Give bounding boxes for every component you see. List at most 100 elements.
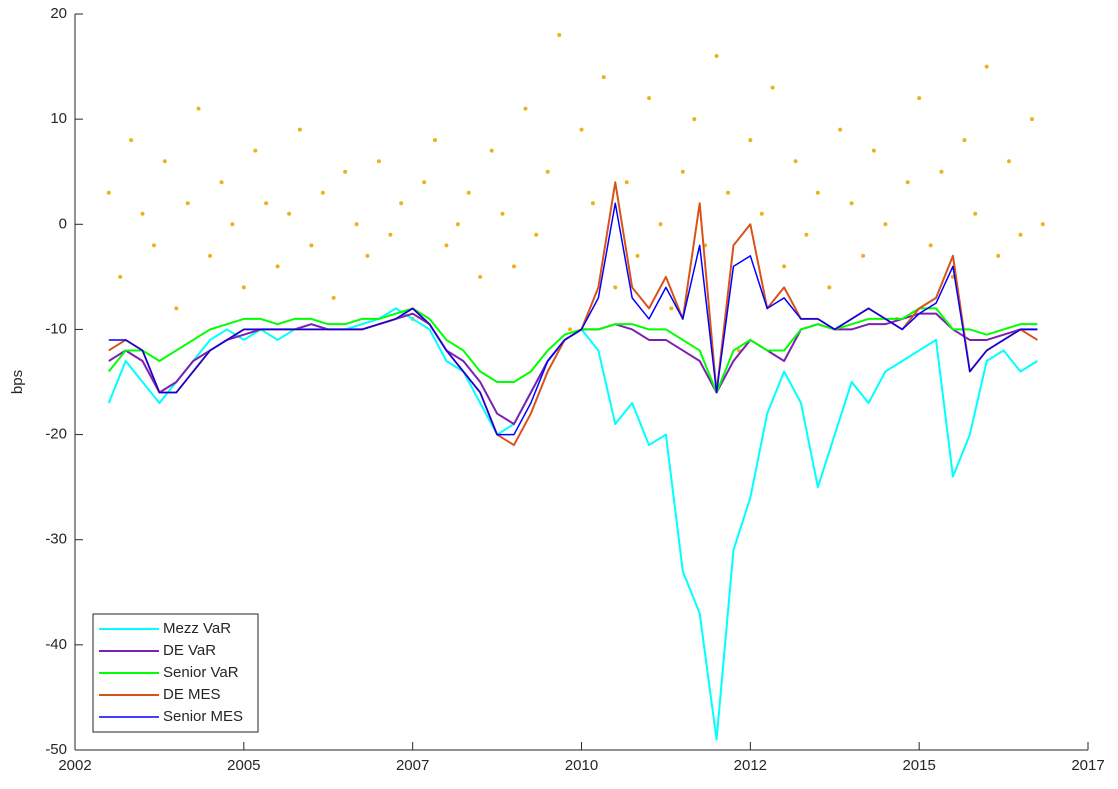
scatter-point xyxy=(613,285,618,290)
scatter-point xyxy=(118,274,123,279)
x-tick-label: 2012 xyxy=(734,757,767,774)
scatter-point xyxy=(793,159,798,164)
scatter-point xyxy=(208,253,213,258)
y-axis-label: bps xyxy=(9,370,26,394)
scatter-point xyxy=(579,127,584,132)
scatter-point xyxy=(489,148,494,153)
scatter-point xyxy=(1029,117,1034,122)
scatter-point xyxy=(984,64,989,69)
scatter-point xyxy=(624,180,629,185)
scatter-point xyxy=(1018,232,1023,237)
scatter-point xyxy=(129,138,134,143)
scatter-point xyxy=(219,180,224,185)
legend-label: DE VaR xyxy=(163,642,216,659)
scatter-point xyxy=(680,169,685,174)
scatter-point xyxy=(658,222,663,227)
scatter-point xyxy=(1006,159,1011,164)
scatter-point xyxy=(692,117,697,122)
x-tick-label: 2015 xyxy=(902,757,935,774)
scatter-point xyxy=(726,190,731,195)
legend-label: Senior VaR xyxy=(163,664,239,681)
scatter-point xyxy=(174,306,179,311)
scatter-point xyxy=(568,327,573,332)
scatter-point xyxy=(973,211,978,216)
scatter-point xyxy=(444,243,449,248)
y-tick-label: 20 xyxy=(50,5,67,22)
scatter-point xyxy=(838,127,843,132)
legend-label: DE MES xyxy=(163,686,221,703)
scatter-point xyxy=(331,295,336,300)
scatter-point xyxy=(534,232,539,237)
y-tick-label: -20 xyxy=(45,426,67,443)
x-tick-label: 2005 xyxy=(227,757,260,774)
scatter-point xyxy=(523,106,528,111)
scatter-point xyxy=(152,243,157,248)
scatter-point xyxy=(601,75,606,80)
scatter-point xyxy=(376,159,381,164)
scatter-point xyxy=(264,201,269,206)
scatter-point xyxy=(399,201,404,206)
scatter-point xyxy=(871,148,876,153)
scatter-point xyxy=(883,222,888,227)
scatter-point xyxy=(827,285,832,290)
scatter-point xyxy=(388,232,393,237)
scatter-point xyxy=(714,54,719,59)
y-tick-label: -30 xyxy=(45,531,67,548)
scatter-point xyxy=(500,211,505,216)
y-tick-label: 0 xyxy=(59,215,67,232)
scatter-point xyxy=(1040,222,1045,227)
scatter-point xyxy=(782,264,787,269)
scatter-point xyxy=(230,222,235,227)
scatter-point xyxy=(196,106,201,111)
scatter-point xyxy=(962,138,967,143)
scatter-point xyxy=(939,169,944,174)
scatter-point xyxy=(635,253,640,258)
scatter-point xyxy=(815,190,820,195)
scatter-point xyxy=(905,180,910,185)
scatter-point xyxy=(320,190,325,195)
x-tick-label: 2010 xyxy=(565,757,598,774)
scatter-point xyxy=(861,253,866,258)
scatter-point xyxy=(928,243,933,248)
scatter-point xyxy=(804,232,809,237)
scatter-point xyxy=(185,201,190,206)
scatter-point xyxy=(297,127,302,132)
scatter-point xyxy=(996,253,1001,258)
scatter-point xyxy=(917,96,922,101)
y-tick-label: 10 xyxy=(50,110,67,127)
y-tick-label: -50 xyxy=(45,741,67,758)
scatter-point xyxy=(241,285,246,290)
scatter-point xyxy=(478,274,483,279)
scatter-point xyxy=(309,243,314,248)
legend-label: Mezz VaR xyxy=(163,620,231,637)
scatter-point xyxy=(557,33,562,38)
scatter-point xyxy=(455,222,460,227)
scatter-point xyxy=(275,264,280,269)
scatter-point xyxy=(669,306,674,311)
scatter-point xyxy=(106,190,111,195)
scatter-point xyxy=(759,211,764,216)
series-line xyxy=(108,202,1038,436)
x-tick-label: 2007 xyxy=(396,757,429,774)
x-tick-label: 2017 xyxy=(1071,757,1104,774)
scatter-point xyxy=(422,180,427,185)
y-tick-label: -10 xyxy=(45,320,67,337)
series-line xyxy=(108,181,1038,447)
scatter-point xyxy=(343,169,348,174)
scatter-point xyxy=(140,211,145,216)
scatter-point xyxy=(748,138,753,143)
scatter-point xyxy=(287,211,292,216)
scatter-point xyxy=(466,190,471,195)
series-line xyxy=(107,307,1038,394)
scatter-point xyxy=(849,201,854,206)
scatter-point xyxy=(354,222,359,227)
scatter-point xyxy=(545,169,550,174)
scatter-point xyxy=(647,96,652,101)
scatter-point xyxy=(253,148,258,153)
x-tick-label: 2002 xyxy=(58,757,91,774)
scatter-point xyxy=(432,138,437,143)
scatter-point xyxy=(770,85,775,90)
scatter-point xyxy=(590,201,595,206)
legend-label: Senior MES xyxy=(163,708,243,725)
